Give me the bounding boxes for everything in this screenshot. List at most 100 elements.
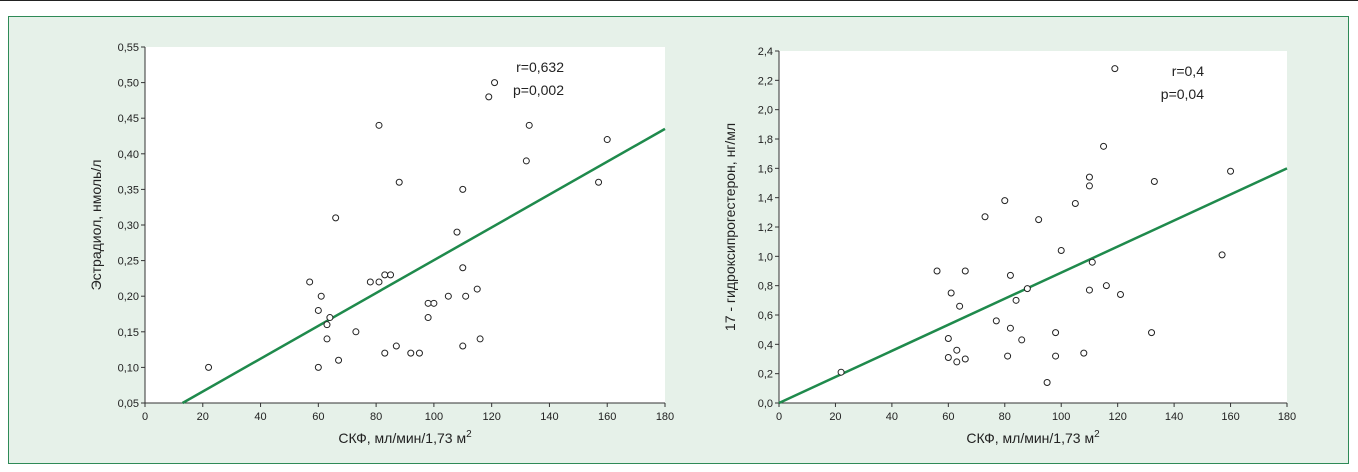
data-point bbox=[1006, 324, 1014, 332]
data-point bbox=[933, 267, 941, 275]
y-tick-label: 0,55 bbox=[118, 42, 139, 54]
data-point bbox=[491, 79, 499, 87]
data-point bbox=[317, 292, 325, 300]
data-point bbox=[326, 314, 334, 322]
data-point bbox=[430, 299, 438, 307]
x-tick-label: 100 bbox=[1052, 411, 1070, 423]
x-tick-label: 160 bbox=[598, 411, 616, 423]
data-point bbox=[1012, 296, 1020, 304]
data-point bbox=[1218, 251, 1226, 259]
y-tick-label: 1,4 bbox=[758, 193, 773, 205]
y-tick-label: 0,35 bbox=[118, 184, 139, 196]
data-point bbox=[1085, 182, 1093, 190]
data-point bbox=[961, 267, 969, 275]
x-tick-label: 20 bbox=[197, 411, 209, 423]
data-point bbox=[956, 302, 964, 310]
x-tick-label: 100 bbox=[425, 411, 443, 423]
x-tick-label: 60 bbox=[942, 411, 954, 423]
data-point bbox=[525, 121, 533, 129]
data-point bbox=[375, 121, 383, 129]
data-point bbox=[1111, 65, 1119, 73]
hydroxyprogesterone-scatter-chart: 0,0 0,2 0,4 0,6 0,8 1,0 1,2 1,4 1,6 1,8 2,0 2,2 2,4 0… bbox=[722, 46, 1296, 446]
correlation-r-label: r=0,4 bbox=[1172, 63, 1205, 79]
data-point bbox=[462, 292, 470, 300]
y-tick-label: 0,05 bbox=[118, 398, 139, 410]
data-point bbox=[314, 306, 322, 314]
data-point bbox=[1071, 200, 1079, 208]
x-tick-label: 60 bbox=[312, 411, 324, 423]
y-tick-label: 1,8 bbox=[758, 134, 773, 146]
y-tick-label: 0,40 bbox=[118, 149, 139, 161]
data-point bbox=[595, 178, 603, 186]
y-tick-label: 0,15 bbox=[118, 327, 139, 339]
x-tick-label: 20 bbox=[829, 411, 841, 423]
x-axis-title-text: СКФ, мл/мин/1,73 м bbox=[338, 430, 466, 446]
data-point bbox=[485, 93, 493, 101]
data-point bbox=[1102, 282, 1110, 290]
y-tick-label: 1,6 bbox=[758, 163, 773, 175]
x-tick-label: 80 bbox=[370, 411, 382, 423]
data-point bbox=[381, 349, 389, 357]
data-point bbox=[459, 264, 467, 272]
x-tick-label: 120 bbox=[1108, 411, 1126, 423]
y-tick-label: 2,0 bbox=[758, 105, 773, 117]
data-point bbox=[473, 285, 481, 293]
y-tick-label: 0,45 bbox=[118, 113, 139, 125]
y-tick-label: 2,2 bbox=[758, 75, 773, 87]
data-point bbox=[1023, 285, 1031, 293]
p-value-label: p=0,002 bbox=[513, 82, 564, 98]
y-axis-title: 17 - гидроксипрогестерон, нг/мл bbox=[722, 123, 738, 331]
data-point bbox=[1035, 216, 1043, 224]
data-point bbox=[392, 342, 400, 350]
y-tick-label: 0,30 bbox=[118, 220, 139, 232]
data-point bbox=[375, 278, 383, 286]
top-rule bbox=[0, 0, 1358, 6]
data-point bbox=[381, 271, 389, 279]
y-tick-label: 0,8 bbox=[758, 281, 773, 293]
data-point bbox=[1116, 290, 1124, 298]
data-point bbox=[323, 321, 331, 329]
x-axis-title: СКФ, мл/мин/1,73 м2 bbox=[966, 429, 1100, 446]
data-point bbox=[387, 271, 395, 279]
y-axis-title: Эстрадиол, нмоль/л bbox=[88, 160, 104, 291]
data-point bbox=[1148, 329, 1156, 337]
data-point bbox=[981, 213, 989, 221]
y-tick-label: 0,2 bbox=[758, 369, 773, 381]
regression-line bbox=[778, 167, 1288, 405]
data-point bbox=[459, 342, 467, 350]
data-point bbox=[1006, 271, 1014, 279]
data-point bbox=[1052, 329, 1060, 337]
data-point bbox=[603, 136, 611, 144]
data-point bbox=[1227, 167, 1235, 175]
data-point bbox=[1043, 378, 1051, 386]
y-tick-label: 2,4 bbox=[758, 46, 773, 58]
x-tick-label: 0 bbox=[142, 411, 148, 423]
data-point bbox=[352, 328, 360, 336]
data-point bbox=[953, 358, 961, 366]
data-point bbox=[459, 185, 467, 193]
data-point bbox=[1001, 197, 1009, 205]
data-point bbox=[1088, 258, 1096, 266]
data-point bbox=[453, 228, 461, 236]
y-tick-label: 1,2 bbox=[758, 222, 773, 234]
data-point bbox=[1085, 286, 1093, 294]
data-point bbox=[424, 314, 432, 322]
x-axis-title-superscript: 2 bbox=[1094, 429, 1100, 440]
x-tick-label: 180 bbox=[656, 411, 674, 423]
data-point bbox=[424, 299, 432, 307]
y-tick-label: 0,6 bbox=[758, 310, 773, 322]
y-tick-label: 0,0 bbox=[758, 398, 773, 410]
regression-line bbox=[181, 127, 666, 405]
data-point bbox=[1100, 142, 1108, 150]
data-point bbox=[961, 355, 969, 363]
data-point bbox=[1057, 246, 1065, 254]
data-point bbox=[415, 349, 423, 357]
data-point bbox=[1052, 352, 1060, 360]
data-point bbox=[947, 289, 955, 297]
data-point bbox=[407, 349, 415, 357]
data-point bbox=[1085, 173, 1093, 181]
p-value-label: p=0,04 bbox=[1161, 86, 1204, 102]
y-tick-label: 0,10 bbox=[118, 362, 139, 374]
data-point bbox=[395, 178, 403, 186]
data-point bbox=[992, 317, 1000, 325]
